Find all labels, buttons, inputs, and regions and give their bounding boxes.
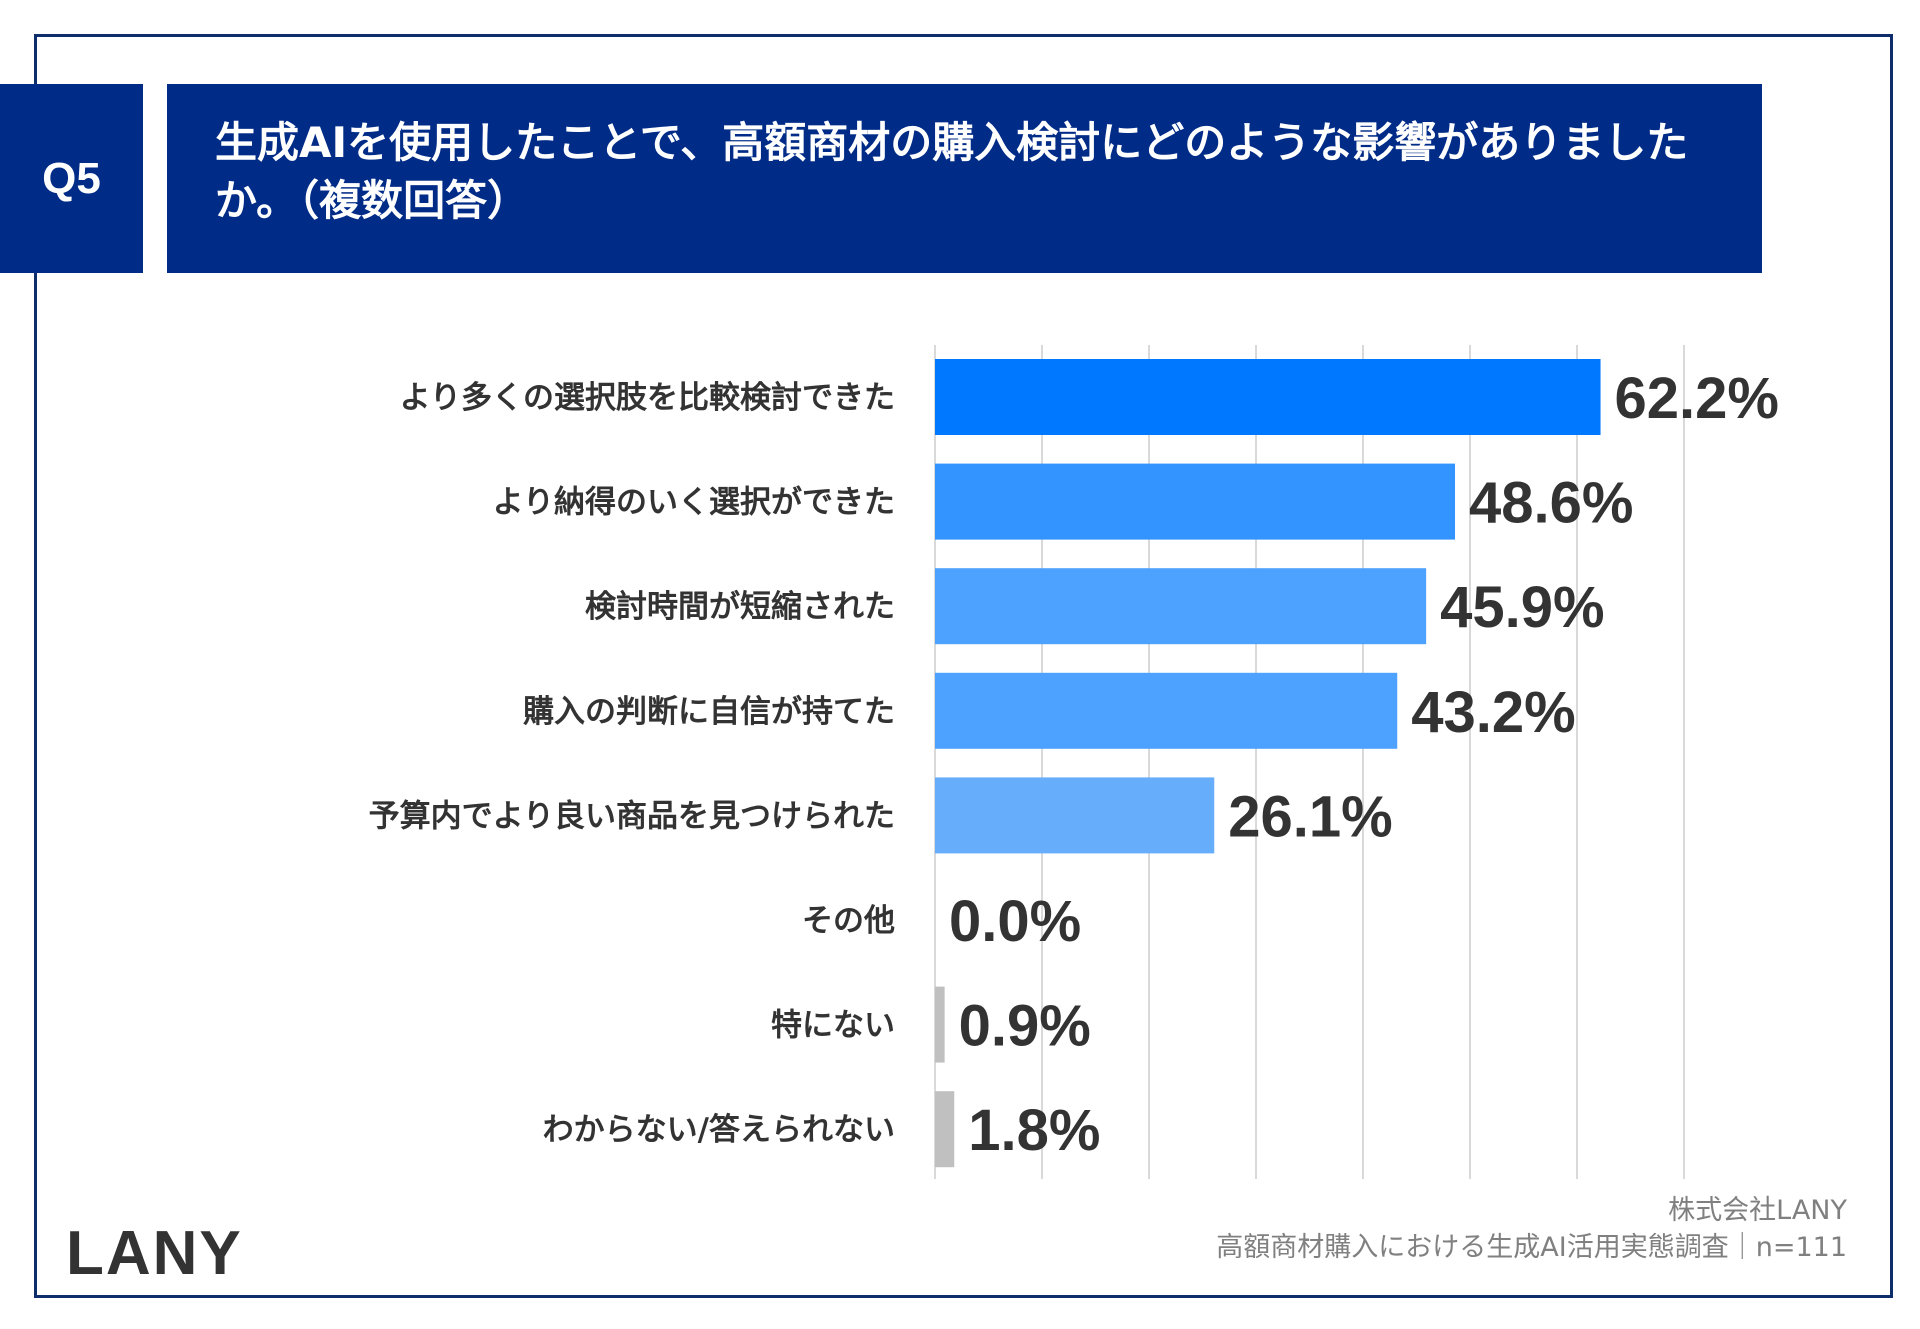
- value-label: 62.2%: [1615, 366, 1779, 431]
- bar: [935, 463, 1456, 540]
- category-label: 購入の判断に自信が持てた: [523, 694, 895, 730]
- category-label: その他: [802, 903, 895, 939]
- category-label: わからない/答えられない: [543, 1112, 895, 1148]
- value-label: 0.9%: [959, 994, 1091, 1059]
- question-number-badge: Q5: [0, 84, 143, 273]
- value-label: 26.1%: [1228, 784, 1392, 849]
- bar: [935, 359, 1601, 435]
- question-title: 生成AIを使用したことで、高額商材の購入検討にどのような影響がありましたか。（複…: [167, 84, 1762, 273]
- category-label: 予算内でより良い商品を見つけられた: [369, 798, 895, 834]
- bar: [935, 777, 1215, 854]
- bar: [935, 568, 1427, 645]
- slide-frame: [34, 34, 1893, 1298]
- category-label: より納得のいく選択ができた: [493, 485, 895, 521]
- category-label: 検討時間が短縮された: [585, 589, 895, 625]
- value-label: 1.8%: [968, 1098, 1100, 1163]
- bar: [935, 986, 945, 1063]
- bar: [935, 1091, 955, 1168]
- value-label: 45.9%: [1440, 575, 1604, 640]
- value-label: 43.2%: [1411, 680, 1575, 745]
- lany-logo: LANY: [66, 1219, 243, 1288]
- bar: [935, 672, 1398, 749]
- category-label: より多くの選択肢を比較検討できた: [400, 380, 895, 416]
- value-label: 48.6%: [1469, 471, 1633, 536]
- footer-credits: 株式会社LANY 高額商材購入における生成AI活用実態調査｜n=111: [1216, 1192, 1847, 1266]
- category-label: 特にない: [771, 1008, 895, 1044]
- company-name: 株式会社LANY: [1668, 1195, 1847, 1226]
- survey-source: 高額商材購入における生成AI活用実態調査｜n=111: [1216, 1232, 1847, 1263]
- value-label: 0.0%: [949, 889, 1081, 954]
